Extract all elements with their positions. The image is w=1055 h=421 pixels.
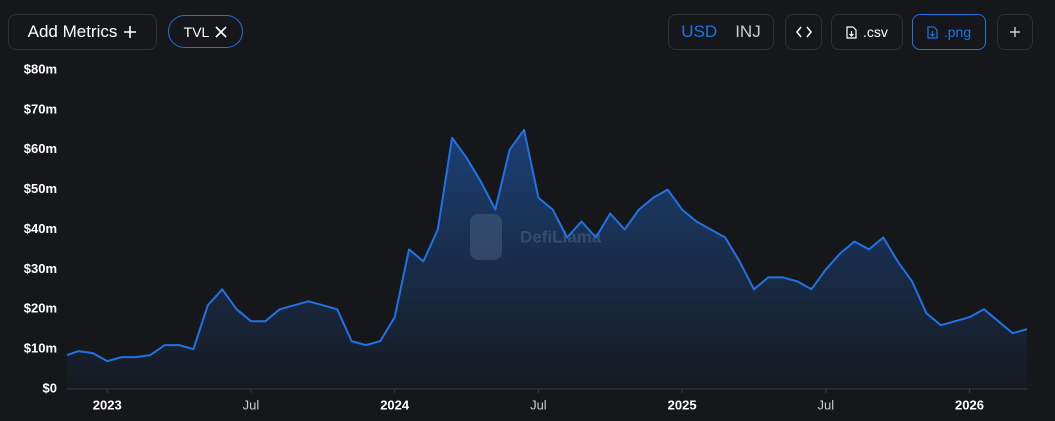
metric-chip-label: TVL bbox=[183, 23, 210, 40]
area-fill bbox=[67, 129, 1027, 390]
close-icon bbox=[215, 25, 227, 38]
y-tick-label: $0 bbox=[43, 380, 57, 395]
y-tick-label: $10m bbox=[24, 341, 57, 356]
x-tick-label: Jul bbox=[817, 397, 834, 412]
add-metrics-button[interactable]: Add Metrics bbox=[8, 14, 157, 50]
x-tick-label: 2025 bbox=[668, 397, 697, 412]
x-tick-label: 2024 bbox=[380, 397, 410, 412]
x-tick-label: Jul bbox=[243, 397, 260, 412]
y-tick-label: $40m bbox=[24, 221, 57, 236]
x-tick-label: 2026 bbox=[955, 397, 984, 412]
y-tick-label: $60m bbox=[24, 141, 57, 156]
add-chart-button[interactable] bbox=[997, 14, 1033, 50]
metric-chip[interactable]: TVL bbox=[168, 15, 243, 48]
currency-option[interactable]: USD bbox=[681, 22, 718, 41]
y-tick-label: $50m bbox=[24, 181, 57, 196]
currency-toggle: USD INJ bbox=[668, 14, 774, 50]
csv-label: .csv bbox=[863, 24, 888, 40]
png-button[interactable]: .png bbox=[912, 14, 986, 50]
x-tick-label: Jul bbox=[530, 397, 547, 412]
plus-icon bbox=[124, 26, 137, 38]
embed-button[interactable] bbox=[785, 14, 822, 50]
csv-button[interactable]: .csv bbox=[831, 14, 903, 50]
download-icon bbox=[927, 25, 938, 39]
x-tick-label: 2023 bbox=[93, 397, 122, 412]
download-icon bbox=[846, 25, 857, 39]
add-metrics-label: Add Metrics bbox=[27, 22, 118, 41]
y-tick-label: $30m bbox=[24, 261, 57, 276]
y-tick-label: $80m bbox=[24, 61, 57, 76]
y-tick-label: $20m bbox=[24, 301, 57, 316]
tvl-line bbox=[66, 128, 1028, 363]
currency-option[interactable]: INJ bbox=[735, 22, 761, 41]
plus-icon bbox=[1010, 27, 1020, 37]
y-tick-label: $70m bbox=[24, 101, 57, 116]
code-icon bbox=[795, 26, 812, 38]
png-label: .png bbox=[943, 24, 972, 40]
